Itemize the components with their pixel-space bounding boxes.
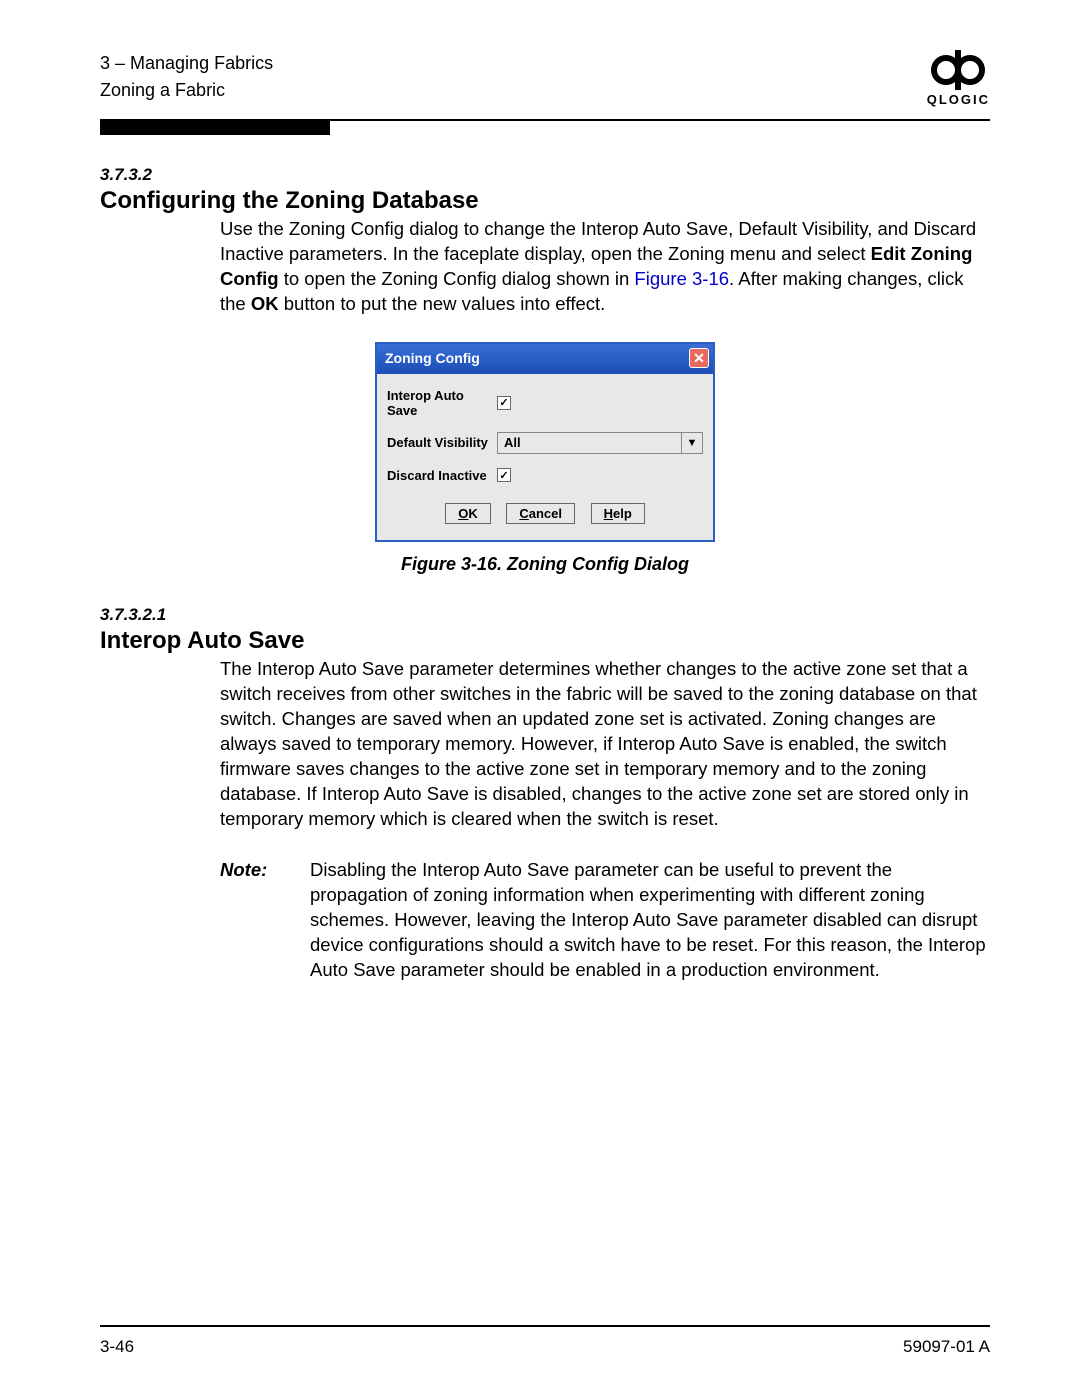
brand-text: QLOGIC	[927, 92, 990, 107]
section1-paragraph: Use the Zoning Config dialog to change t…	[220, 217, 990, 317]
close-button[interactable]: ✕	[689, 348, 709, 368]
dialog-body: Interop Auto Save ✓ Default Visibility A…	[377, 374, 713, 540]
dialog-button-row: OK Cancel Help	[387, 497, 703, 534]
note-block: Note: Disabling the Interop Auto Save pa…	[220, 858, 990, 983]
section-number-2: 3.7.3.2.1	[100, 605, 990, 625]
dialog-title: Zoning Config	[385, 350, 480, 366]
s1-bold2: OK	[251, 293, 279, 314]
note-label: Note:	[220, 858, 310, 983]
section-number-1: 3.7.3.2	[100, 165, 990, 185]
cancel-button[interactable]: Cancel	[506, 503, 575, 524]
header-black-bar	[100, 121, 330, 135]
section-title-2: Interop Auto Save	[100, 627, 990, 655]
section-title-1: Configuring the Zoning Database	[100, 187, 990, 215]
discard-inactive-checkbox[interactable]: ✓	[497, 468, 511, 482]
zoning-config-dialog: Zoning Config ✕ Interop Auto Save ✓ Defa…	[375, 342, 715, 542]
qlogic-icon	[928, 50, 988, 90]
interop-auto-save-row: Interop Auto Save ✓	[387, 388, 703, 418]
close-icon: ✕	[693, 351, 705, 365]
note-text: Disabling the Interop Auto Save paramete…	[310, 858, 990, 983]
ok-button[interactable]: OK	[445, 503, 491, 524]
default-visibility-dropdown[interactable]: All ▼	[497, 432, 703, 454]
figure-caption: Figure 3-16. Zoning Config Dialog	[100, 554, 990, 575]
header-text: 3 – Managing Fabrics Zoning a Fabric	[100, 50, 273, 104]
discard-inactive-label: Discard Inactive	[387, 468, 497, 483]
page-footer: 3-46 59097-01 A	[100, 1337, 990, 1357]
discard-inactive-row: Discard Inactive ✓	[387, 468, 703, 483]
help-button[interactable]: Help	[591, 503, 645, 524]
figure-link[interactable]: Figure 3-16	[634, 268, 729, 289]
chevron-down-icon: ▼	[682, 433, 702, 453]
page-header: 3 – Managing Fabrics Zoning a Fabric QLO…	[100, 50, 990, 107]
default-visibility-label: Default Visibility	[387, 435, 497, 450]
dropdown-value: All	[498, 433, 682, 453]
s1-text-post: button to put the new values into effect…	[279, 293, 606, 314]
s1-text-pre: Use the Zoning Config dialog to change t…	[220, 218, 976, 264]
dialog-titlebar: Zoning Config ✕	[377, 344, 713, 374]
chapter-line: 3 – Managing Fabrics	[100, 50, 273, 77]
interop-auto-save-checkbox[interactable]: ✓	[497, 396, 511, 410]
page-number: 3-46	[100, 1337, 134, 1357]
doc-id: 59097-01 A	[903, 1337, 990, 1357]
section2-paragraph: The Interop Auto Save parameter determin…	[220, 657, 990, 832]
page: 3 – Managing Fabrics Zoning a Fabric QLO…	[0, 0, 1080, 1397]
s1-text-mid1: to open the Zoning Config dialog shown i…	[279, 268, 635, 289]
default-visibility-row: Default Visibility All ▼	[387, 432, 703, 454]
interop-auto-save-label: Interop Auto Save	[387, 388, 497, 418]
brand-logo: QLOGIC	[927, 50, 990, 107]
section-line: Zoning a Fabric	[100, 77, 273, 104]
figure-container: Zoning Config ✕ Interop Auto Save ✓ Defa…	[100, 342, 990, 542]
footer-rule	[100, 1325, 990, 1327]
